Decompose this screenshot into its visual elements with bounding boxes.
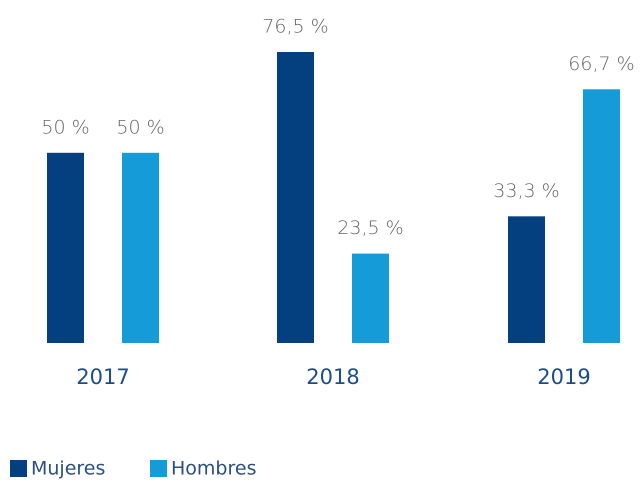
x-tick-label: 2019: [537, 365, 590, 389]
legend-label: Hombres: [171, 458, 256, 480]
value-label: 23,5 %: [337, 217, 403, 239]
bar: [122, 152, 159, 343]
bar: [583, 89, 620, 343]
value-label: 66,7 %: [568, 53, 634, 75]
value-label: 50 %: [41, 116, 89, 138]
value-label: 33,3 %: [493, 180, 559, 202]
bar: [352, 253, 389, 343]
bar: [277, 52, 314, 343]
bar: [508, 216, 545, 343]
bar: [47, 152, 84, 343]
legend-swatch: [10, 460, 27, 477]
legend-swatch: [150, 460, 167, 477]
x-tick-label: 2017: [76, 365, 129, 389]
x-tick-label: 2018: [306, 365, 359, 389]
value-label: 50 %: [116, 116, 164, 138]
value-label: 76,5 %: [262, 16, 328, 38]
legend-label: Mujeres: [31, 458, 105, 480]
